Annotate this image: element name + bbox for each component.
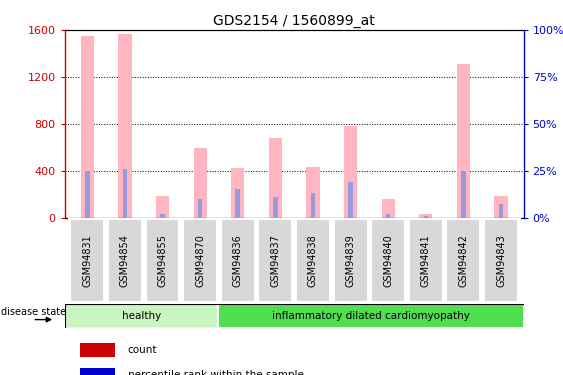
- Bar: [461, 171, 466, 217]
- FancyBboxPatch shape: [296, 219, 330, 302]
- FancyBboxPatch shape: [371, 219, 405, 302]
- Text: inflammatory dilated cardiomyopathy: inflammatory dilated cardiomyopathy: [272, 311, 470, 321]
- Bar: [81, 36, 94, 218]
- Bar: [269, 138, 282, 218]
- Bar: [156, 196, 169, 217]
- Text: GSM94838: GSM94838: [308, 234, 318, 287]
- Bar: [457, 64, 470, 217]
- Bar: [198, 199, 203, 217]
- FancyBboxPatch shape: [183, 219, 217, 302]
- Bar: [311, 193, 315, 217]
- Bar: [194, 148, 207, 217]
- Bar: [81, 368, 115, 375]
- Bar: [118, 33, 132, 218]
- FancyBboxPatch shape: [108, 219, 142, 302]
- Bar: [123, 169, 127, 217]
- Text: count: count: [128, 345, 157, 355]
- Text: disease state: disease state: [1, 307, 66, 317]
- Bar: [85, 171, 90, 217]
- Bar: [386, 214, 391, 217]
- Bar: [499, 204, 503, 218]
- Text: healthy: healthy: [122, 311, 161, 321]
- FancyBboxPatch shape: [334, 219, 368, 302]
- Text: GSM94854: GSM94854: [120, 234, 130, 287]
- FancyBboxPatch shape: [484, 219, 518, 302]
- FancyBboxPatch shape: [409, 219, 443, 302]
- Text: GSM94836: GSM94836: [233, 234, 243, 287]
- FancyBboxPatch shape: [146, 219, 180, 302]
- Text: GSM94841: GSM94841: [421, 234, 431, 287]
- Bar: [382, 199, 395, 217]
- Bar: [65, 304, 218, 328]
- Bar: [348, 182, 353, 218]
- Bar: [235, 189, 240, 217]
- Bar: [160, 214, 165, 217]
- Text: GSM94831: GSM94831: [82, 234, 92, 287]
- Text: GSM94870: GSM94870: [195, 234, 205, 287]
- Text: percentile rank within the sample: percentile rank within the sample: [128, 370, 303, 375]
- Bar: [218, 304, 524, 328]
- FancyBboxPatch shape: [221, 219, 254, 302]
- Bar: [273, 197, 278, 217]
- Bar: [306, 167, 320, 217]
- FancyBboxPatch shape: [258, 219, 292, 302]
- Bar: [423, 216, 428, 217]
- Bar: [344, 126, 357, 218]
- FancyBboxPatch shape: [446, 219, 480, 302]
- Text: GSM94855: GSM94855: [158, 234, 168, 287]
- Text: GSM94840: GSM94840: [383, 234, 393, 287]
- Bar: [494, 196, 508, 217]
- Text: GSM94839: GSM94839: [346, 234, 356, 287]
- Title: GDS2154 / 1560899_at: GDS2154 / 1560899_at: [213, 13, 375, 28]
- Bar: [419, 214, 432, 217]
- FancyBboxPatch shape: [70, 219, 104, 302]
- Bar: [231, 168, 244, 217]
- Text: GSM94842: GSM94842: [458, 234, 468, 287]
- Bar: [81, 343, 115, 357]
- Text: GSM94837: GSM94837: [270, 234, 280, 287]
- Text: GSM94843: GSM94843: [496, 234, 506, 287]
